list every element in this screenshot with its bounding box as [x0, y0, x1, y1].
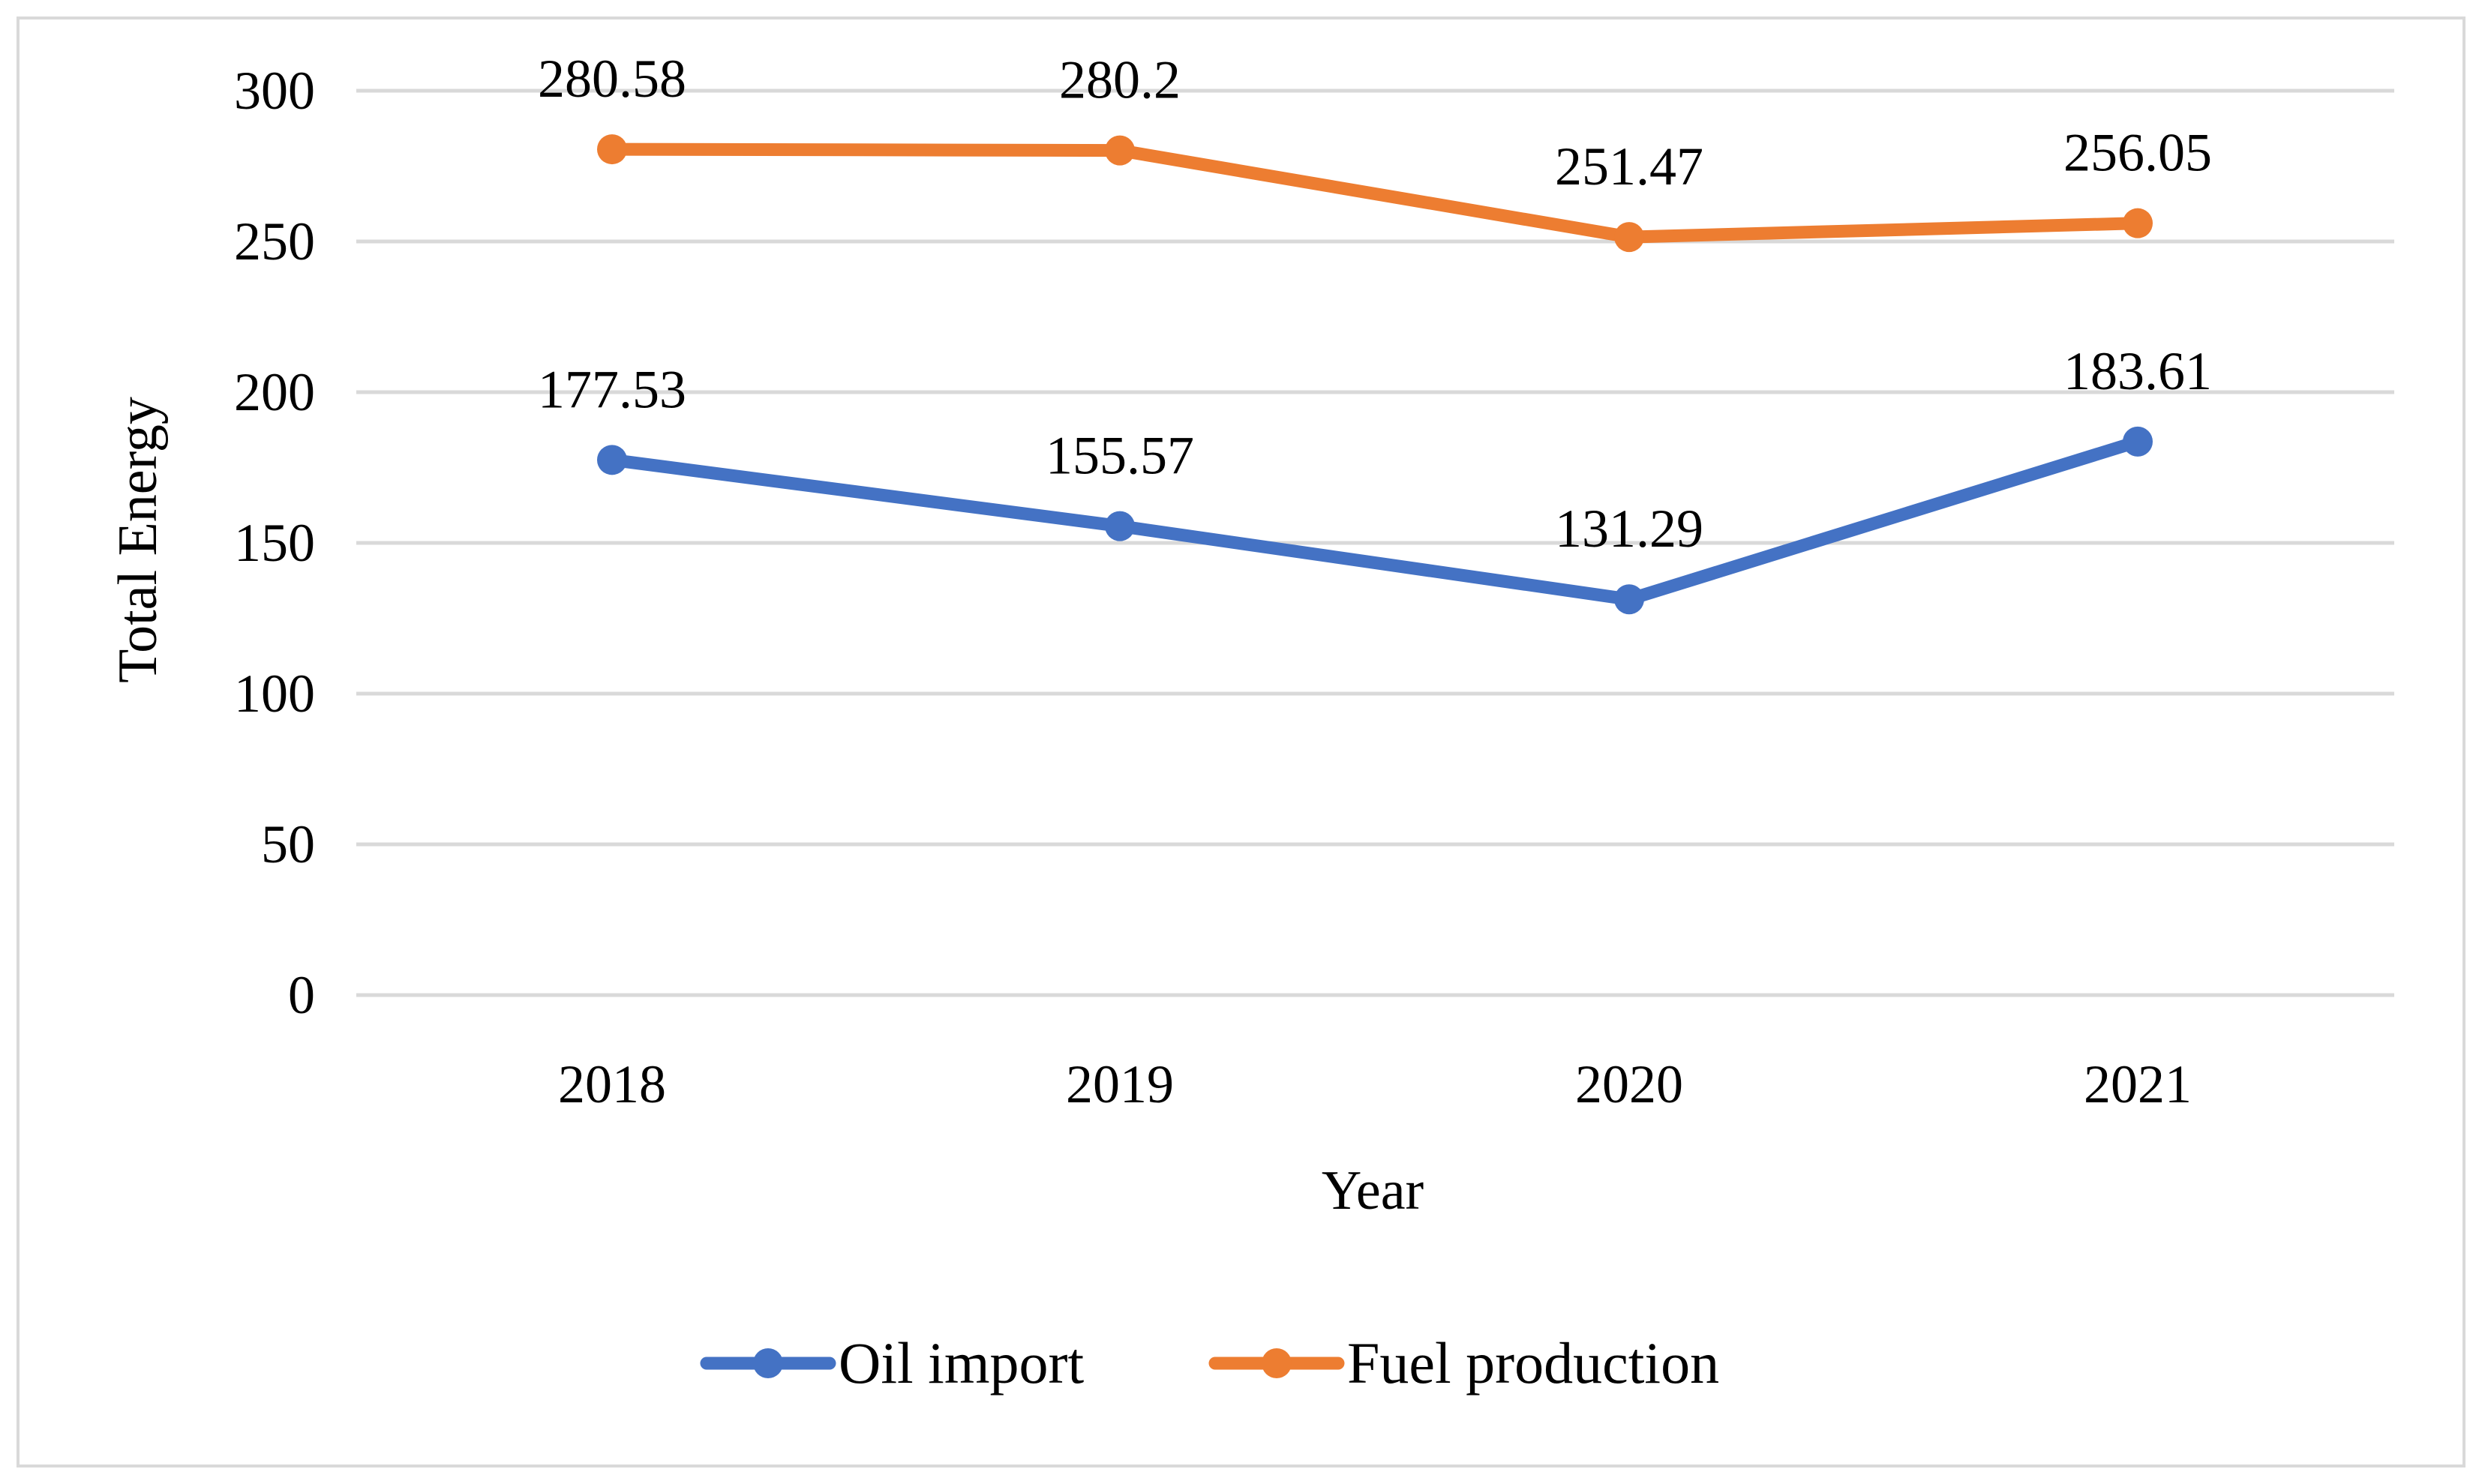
x-tick-label-2019: 2019	[1066, 1054, 1174, 1114]
gridlines	[356, 88, 2394, 997]
data-label-oil-import-2021: 183.61	[2063, 341, 2212, 401]
y-tick-label-300: 300	[234, 61, 315, 121]
y-tick-label-200: 200	[234, 362, 315, 422]
data-label-oil-import-2019: 155.57	[1046, 426, 1194, 486]
data-point-fuel-production-2020	[1614, 222, 1644, 253]
y-tick-label-50: 50	[261, 814, 315, 874]
data-point-fuel-production-2018	[597, 134, 627, 165]
data-point-oil-import-2018	[597, 445, 627, 475]
series-line-oil-import	[605, 435, 2144, 606]
y-tick-label-0: 0	[288, 965, 315, 1025]
x-axis-ticks: 2018 2019 2020 2021	[558, 1054, 2192, 1114]
x-tick-label-2021: 2021	[2084, 1054, 2192, 1114]
data-point-oil-import-2019	[1105, 511, 1135, 541]
data-point-fuel-production-2021	[2123, 208, 2153, 238]
legend-swatch-marker-fuel-production	[1262, 1348, 1292, 1378]
legend-swatch-marker-oil-import	[753, 1348, 783, 1378]
legend-label-fuel-production: Fuel production	[1347, 1330, 1719, 1396]
data-point-fuel-production-2019	[1105, 135, 1135, 166]
legend: Oil import Fuel production	[700, 1330, 1719, 1396]
data-label-fuel-production-2020: 251.47	[1555, 136, 1703, 196]
y-tick-label-250: 250	[234, 211, 315, 271]
data-point-oil-import-2021	[2123, 426, 2153, 457]
series-line-fuel-production	[605, 142, 2144, 244]
data-labels: 177.53 155.57 131.29 183.61 280.58 280.2 251.4…	[538, 49, 2212, 559]
data-label-oil-import-2018: 177.53	[538, 359, 686, 419]
y-axis-title: Total Energy	[107, 397, 169, 683]
data-point-oil-import-2020	[1614, 584, 1644, 615]
data-label-fuel-production-2019: 280.2	[1059, 50, 1181, 110]
x-axis-title: Year	[1322, 1160, 1424, 1222]
x-tick-label-2018: 2018	[558, 1054, 666, 1114]
legend-label-oil-import: Oil import	[839, 1330, 1084, 1396]
series	[597, 134, 2153, 615]
data-label-fuel-production-2018: 280.58	[538, 49, 686, 109]
data-label-oil-import-2020: 131.29	[1555, 499, 1703, 559]
y-tick-label-150: 150	[234, 513, 315, 573]
y-tick-label-100: 100	[234, 664, 315, 724]
chart-frame	[17, 16, 2465, 1468]
y-axis-ticks: 0 50 100 150 200 250 300	[234, 61, 315, 1025]
data-label-fuel-production-2021: 256.05	[2063, 123, 2212, 183]
x-tick-label-2020: 2020	[1575, 1054, 1683, 1114]
